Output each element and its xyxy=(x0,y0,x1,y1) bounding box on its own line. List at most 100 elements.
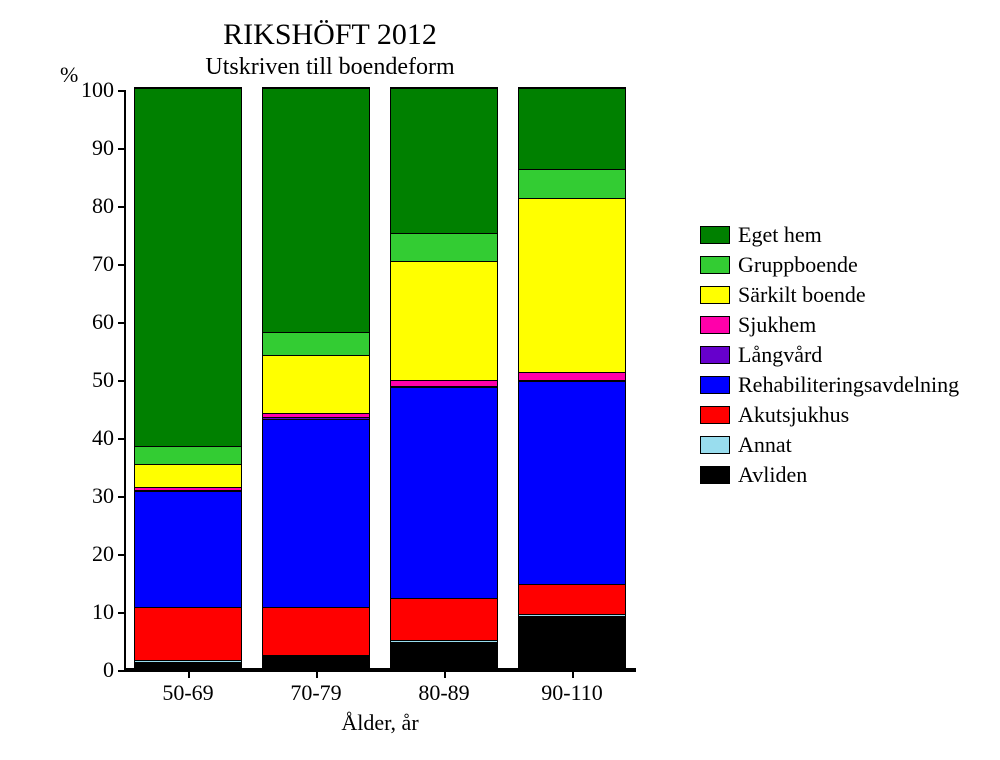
y-tick-label: 80 xyxy=(92,193,114,219)
bar-segment-sjukhem xyxy=(519,372,625,380)
legend-swatch xyxy=(700,226,730,244)
bar-segment-rehab xyxy=(391,387,497,599)
x-tick-mark xyxy=(188,670,190,678)
bar-segment-grupp xyxy=(519,169,625,198)
bar-segment-annat xyxy=(391,640,497,642)
legend-item-rehab: Rehabiliteringsavdelning xyxy=(700,370,959,400)
y-tick-label: 50 xyxy=(92,367,114,393)
legend-swatch xyxy=(700,316,730,334)
bar-segment-annat xyxy=(263,655,369,657)
y-tick-mark xyxy=(118,264,126,266)
bar-segment-sjukhem xyxy=(135,487,241,490)
bar-segment-annat xyxy=(135,660,241,662)
bar-segment-akutsjukhus xyxy=(263,607,369,655)
legend-swatch xyxy=(700,436,730,454)
legend: Eget hem GruppboendeSärkilt boendeSjukhem… xyxy=(700,220,959,490)
legend-swatch xyxy=(700,256,730,274)
x-tick-label: 80-89 xyxy=(418,680,469,706)
legend-label: Avliden xyxy=(738,462,807,488)
y-tick-mark xyxy=(118,554,126,556)
bar-segment-langvard xyxy=(263,417,369,418)
legend-swatch xyxy=(700,466,730,484)
bar-segment-eget xyxy=(519,88,625,169)
legend-swatch xyxy=(700,376,730,394)
bar-segment-eget xyxy=(391,88,497,233)
chart-title: RIKSHÖFT 2012 xyxy=(0,18,660,52)
bar-segment-langvard xyxy=(391,386,497,387)
bar-segment-rehab xyxy=(519,381,625,584)
y-tick-label: 20 xyxy=(92,541,114,567)
bar-segment-rehab xyxy=(135,491,241,607)
bar-segment-sjukhem xyxy=(391,380,497,386)
legend-swatch xyxy=(700,406,730,424)
y-tick-mark xyxy=(118,438,126,440)
legend-label: Rehabiliteringsavdelning xyxy=(738,372,959,398)
y-tick-mark xyxy=(118,148,126,150)
bar-segment-sarskilt xyxy=(135,464,241,487)
x-axis-line xyxy=(124,670,636,672)
x-axis-label: Ålder, år xyxy=(124,710,636,736)
bar-segment-annat xyxy=(519,614,625,616)
legend-item-langvard: Långvård xyxy=(700,340,959,370)
bar-segment-akutsjukhus xyxy=(135,607,241,660)
legend-item-annat: Annat xyxy=(700,430,959,460)
y-axis-label: % xyxy=(60,62,78,88)
bar-segment-avliden xyxy=(391,642,497,668)
bar-segment-langvard xyxy=(135,490,241,491)
x-tick-mark xyxy=(316,670,318,678)
legend-swatch xyxy=(700,286,730,304)
bar-segment-avliden xyxy=(519,616,625,668)
stacked-bar xyxy=(263,88,369,668)
legend-item-grupp: Gruppboende xyxy=(700,250,959,280)
stacked-bar xyxy=(391,88,497,668)
bar-segment-akutsjukhus xyxy=(391,598,497,640)
legend-label: Eget hem xyxy=(738,222,822,248)
bar-segment-sjukhem xyxy=(263,413,369,418)
bar-segment-avliden xyxy=(135,662,241,668)
legend-item-sarskilt: Särkilt boende xyxy=(700,280,959,310)
legend-label: Långvård xyxy=(738,342,822,368)
x-tick-mark xyxy=(444,670,446,678)
bar-segment-eget xyxy=(135,88,241,446)
x-tick-label: 90-110 xyxy=(541,680,603,706)
legend-item-akutsjukhus: Akutsjukhus xyxy=(700,400,959,430)
y-tick-label: 0 xyxy=(103,657,114,683)
legend-item-sjukhem: Sjukhem xyxy=(700,310,959,340)
y-tick-label: 100 xyxy=(81,77,114,103)
y-tick-mark xyxy=(118,380,126,382)
chart-container: RIKSHÖFT 2012 Utskriven till boendeform … xyxy=(0,0,1000,760)
y-tick-label: 90 xyxy=(92,135,114,161)
bar-segment-sarskilt xyxy=(519,198,625,372)
bar-segment-grupp xyxy=(135,446,241,463)
x-tick-label: 70-79 xyxy=(290,680,341,706)
y-tick-mark xyxy=(118,322,126,324)
y-tick-mark xyxy=(118,612,126,614)
legend-item-avliden: Avliden xyxy=(700,460,959,490)
bar-segment-grupp xyxy=(391,233,497,261)
stacked-bar xyxy=(135,88,241,668)
legend-label: Gruppboende xyxy=(738,252,858,278)
legend-item-eget: Eget hem xyxy=(700,220,959,250)
y-tick-mark xyxy=(118,206,126,208)
legend-label: Annat xyxy=(738,432,792,458)
y-tick-label: 10 xyxy=(92,599,114,625)
bar-segment-eget xyxy=(263,88,369,332)
legend-label: Akutsjukhus xyxy=(738,402,849,428)
y-tick-label: 70 xyxy=(92,251,114,277)
bar-segment-avliden xyxy=(263,656,369,668)
y-tick-label: 30 xyxy=(92,483,114,509)
y-tick-label: 40 xyxy=(92,425,114,451)
plot-area xyxy=(124,90,636,670)
legend-label: Sjukhem xyxy=(738,312,816,338)
bar-segment-langvard xyxy=(519,380,625,381)
bar-segment-akutsjukhus xyxy=(519,584,625,614)
bar-segment-rehab xyxy=(263,419,369,608)
x-tick-mark xyxy=(572,670,574,678)
x-tick-label: 50-69 xyxy=(162,680,213,706)
y-tick-mark xyxy=(118,90,126,92)
bar-segment-grupp xyxy=(263,332,369,355)
y-tick-mark xyxy=(118,496,126,498)
stacked-bar xyxy=(519,88,625,668)
y-tick-mark xyxy=(118,670,126,672)
bar-segment-sarskilt xyxy=(391,261,497,380)
